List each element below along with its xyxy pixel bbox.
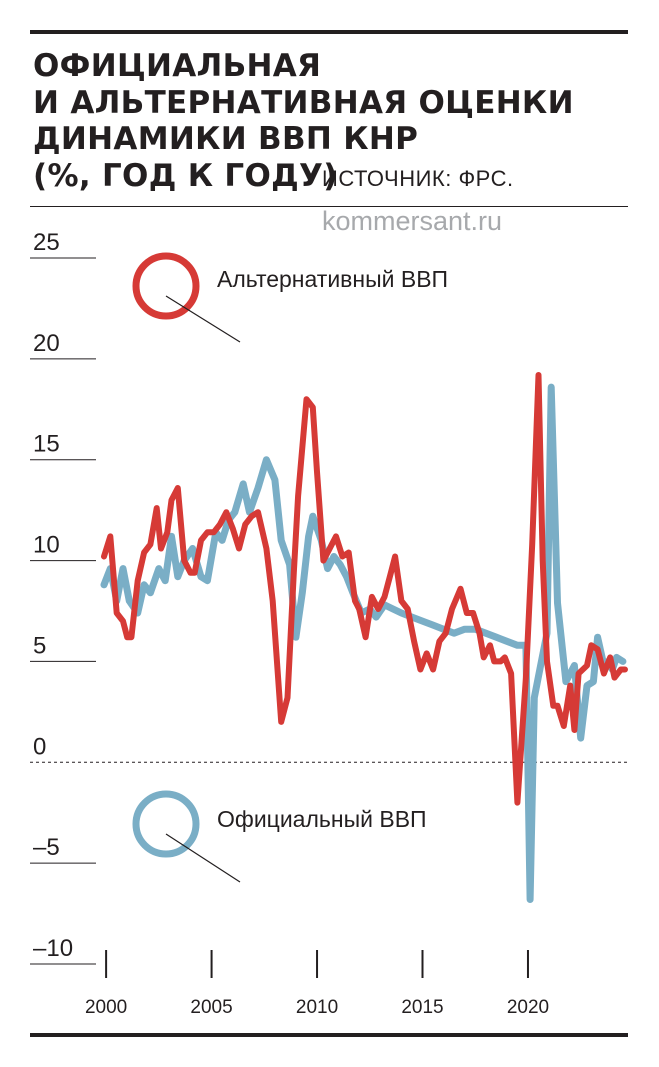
legend-marker-ring [132,252,200,320]
legend-leader-line [165,833,241,883]
top-rule [30,30,628,34]
y-tick-label: 0 [33,733,46,760]
title-line: ДИНАМИКИ ВВП КНР [33,121,419,157]
x-tick-label: 2005 [190,997,232,1018]
legend-label: Официальный ВВП [217,806,427,832]
y-gridlines [30,257,628,965]
legend-leader-line [165,295,241,343]
legend-item: Официальный ВВП [132,790,427,883]
y-tick-label: –5 [33,834,60,861]
header-divider [30,206,628,207]
y-tick-label: 20 [33,330,60,357]
source-note: ИСТОЧНИК: ФРС. [322,166,514,191]
y-tick-label: –10 [33,935,73,962]
y-tick-labels: 25 20 15 10 5 0 –5 –10 [33,229,73,962]
watermark: kommersant.ru [322,206,503,236]
series-lines [100,372,628,903]
x-tick-label: 2020 [507,997,549,1018]
x-tick-label: 2015 [401,997,443,1018]
title-line: И АЛЬТЕРНАТИВНАЯ ОЦЕНКИ [33,84,574,121]
y-tick-label: 5 [33,632,46,659]
title-line: (%, ГОД К ГОДУ) [33,157,338,194]
legend-label: Альтернативный ВВП [217,266,448,292]
y-tick-label: 10 [33,532,60,559]
legend: Альтернативный ВВП Официальный ВВП [132,252,448,883]
y-tick-label: 25 [33,229,60,256]
series-line-alternative [101,372,628,806]
title-line: ОФИЦИАЛЬНАЯ [33,48,322,84]
x-axis: 2000 2005 2010 2015 2020 [85,950,549,1018]
x-tick-label: 2010 [296,997,338,1018]
y-tick-label: 15 [33,431,60,458]
x-tick-label: 2000 [85,997,127,1018]
chart-title: ОФИЦИАЛЬНАЯ И АЛЬТЕРНАТИВНАЯ ОЦЕНКИ ДИНА… [33,48,613,194]
legend-item: Альтернативный ВВП [132,252,448,343]
legend-marker-ring [132,790,200,858]
bottom-rule [30,1033,628,1037]
